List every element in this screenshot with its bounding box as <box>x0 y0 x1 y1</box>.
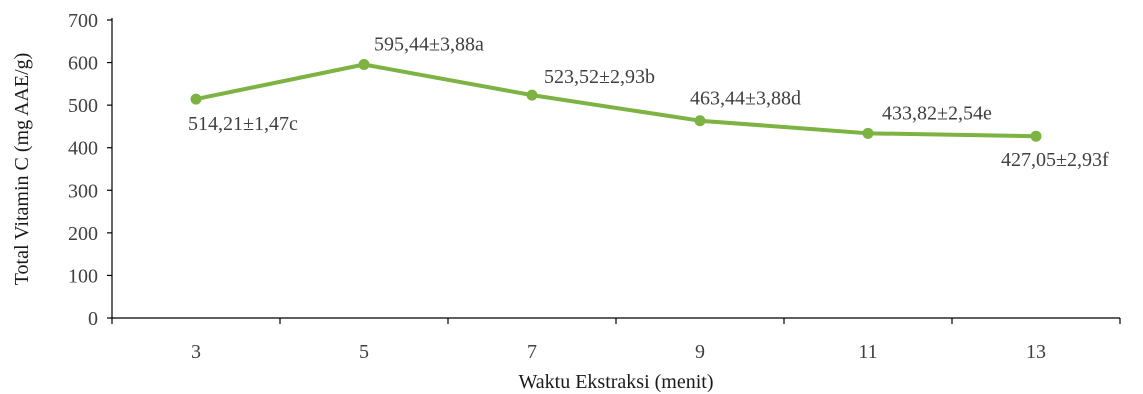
y-tick-label: 100 <box>68 265 98 287</box>
y-axis: 0 100 200 300 400 500 600 700 <box>68 10 113 330</box>
x-tick-label: 13 <box>1026 341 1046 363</box>
data-point <box>862 127 874 139</box>
x-axis-title: Waktu Ekstraksi (menit) <box>518 371 713 393</box>
data-label: 523,52±2,93b <box>544 66 655 88</box>
series-line <box>194 62 1038 139</box>
data-label: 595,44±3,88a <box>374 34 484 56</box>
data-point <box>190 93 202 105</box>
data-point <box>1030 130 1042 142</box>
data-label: 514,21±1,47c <box>188 113 298 135</box>
y-tick-label: 400 <box>68 138 98 160</box>
x-tick-label: 9 <box>695 341 705 363</box>
y-tick-label: 700 <box>68 10 98 32</box>
y-tick-label: 200 <box>68 223 98 245</box>
x-tick-label: 3 <box>191 341 201 363</box>
y-tick-label: 300 <box>68 180 98 202</box>
y-tick-label: 600 <box>68 53 98 75</box>
data-labels-layer: 514,21±1,47c 595,44±3,88a 523,52±2,93b 463,… <box>188 34 1109 172</box>
x-tick-label: 11 <box>858 341 877 363</box>
data-label: 463,44±3,88d <box>690 88 801 110</box>
data-point <box>358 59 370 71</box>
x-tick-label: 5 <box>359 341 369 363</box>
x-axis: 3 5 7 9 11 13 <box>111 317 1121 363</box>
data-point <box>526 89 538 101</box>
data-label: 433,82±2,54e <box>882 102 992 124</box>
data-label: 427,05±2,93f <box>1001 149 1109 171</box>
y-axis-title: Total Vitamin C (mg AAE/g) <box>11 53 33 286</box>
y-tick-label: 0 <box>88 308 98 330</box>
y-tick-label: 500 <box>68 95 98 117</box>
series-layer <box>190 59 1042 142</box>
x-tick-label: 7 <box>527 341 537 363</box>
data-point <box>694 115 706 127</box>
